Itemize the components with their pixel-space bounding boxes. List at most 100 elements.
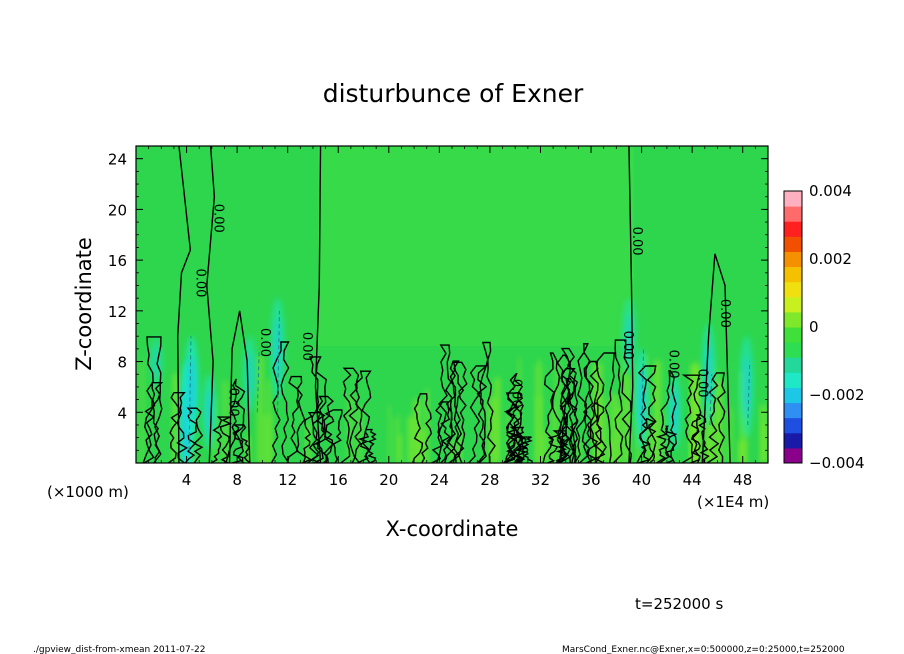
field-upper-band [318,146,634,346]
x-tick-label: 36 [581,471,600,489]
colorbar-tick-label: 0.002 [809,250,852,268]
field-streak [614,418,618,463]
contour-line [210,416,233,463]
contour-line [184,407,204,463]
y-tick-label: 20 [108,201,127,219]
field-streak [457,432,462,463]
colorbar-frame [783,190,803,464]
field-streak [413,399,422,463]
field-negative-core [152,346,160,377]
contour-line [143,382,164,463]
y-axis-label: Z-coordinate [72,237,96,371]
chart-title: disturbunce of Exner [323,79,584,108]
colorbar: 0.004 0.002 0 −0.002 −0.004 [783,182,865,472]
x-tick-label: 44 [683,471,702,489]
field-negative-core [625,313,633,360]
contour-line [443,360,465,463]
contour-label: 0.00 [717,299,732,328]
field-streak [705,401,713,463]
contour-line [322,409,343,463]
contour-label: 0.00 [210,204,225,233]
colorbar-segment [784,447,802,464]
colorbar-segment [784,402,802,419]
colorbar-segment [784,417,802,434]
contour-line [574,343,594,463]
negative-contour [256,348,260,413]
contour-layer [142,146,751,463]
colorbar-segment [784,251,802,268]
colorbar-tick-label: 0 [809,318,819,336]
x-unit-label: (×1E4 m) [697,493,769,511]
contour-line [701,253,731,463]
x-tick-label: 32 [531,471,550,489]
contour-line [628,146,634,463]
colorbar-segment [784,327,802,343]
field-streak [662,413,667,463]
colorbar-segments [784,191,802,464]
contour-line [177,146,192,463]
x-axis-label: X-coordinate [386,517,519,541]
field-streak [621,357,627,463]
x-tick-label: 24 [430,471,449,489]
field-streak [393,417,398,463]
contour-line [555,354,575,463]
colorbar-segment [784,311,802,328]
contour-line [286,375,307,463]
contour-line [340,367,361,463]
colorbar-ticks: 0.004 0.002 0 −0.002 −0.004 [809,182,865,472]
contour-line [659,370,677,463]
field-streak [140,360,145,463]
colorbar-segment [784,372,802,388]
colorbar-segment [784,387,802,404]
contour-line [436,344,457,463]
contour-line [547,430,569,463]
y-tick-label: 4 [117,404,127,422]
negative-contour [709,374,713,425]
contour-line [706,372,726,463]
y-tick-label: 16 [108,252,127,270]
contour-line [503,392,524,463]
colorbar-segment [784,296,802,313]
contour-line [637,418,657,463]
field-streak [357,406,363,463]
x-tick-label: 4 [182,471,192,489]
contour-line [314,146,322,463]
field-streak [716,381,723,463]
x-tick-label: 8 [232,471,242,489]
field-streak [306,422,311,463]
colorbar-segment [784,342,802,358]
contour-line [351,370,372,463]
footer-left: ./gpview_dist-from-xmean 2011-07-22 [33,645,205,654]
x-tick-label: 20 [379,471,398,489]
colorbar-tick-label: −0.002 [809,386,865,404]
x-tick-label: 12 [278,471,297,489]
negative-contour [188,336,192,451]
contour-label: 0.00 [665,350,680,379]
field-streak [534,364,543,463]
colorbar-segment [784,266,802,283]
colorbar-segment [784,281,802,298]
field-negative-core [638,369,646,431]
contour-label-layer: 0.00 0.00 0.00 0.00 0.00 0.00 0.00 0.00 0.00 0.00… [193,204,733,417]
contour-line [231,424,251,463]
field-streak [594,363,603,463]
field-streak [387,405,391,463]
colorbar-tick-label: −0.004 [809,454,865,472]
x-tick-label: 16 [329,471,348,489]
field-streak [425,389,429,463]
contour-line [542,352,563,463]
y-tick-label: 8 [117,354,127,372]
colorbar-segment [784,432,802,449]
field-streak [617,405,622,463]
contour-line [313,395,335,463]
footer-right: MarsCond_Exner.nc@Exner,x=0:500000,z=0:2… [562,645,845,654]
contour-label: 0.00 [299,332,314,361]
contour-line [504,373,524,463]
field-streak [487,399,495,463]
contour-label: 0.00 [193,268,208,297]
contour-label: 0.00 [620,331,635,360]
contour-label: 0.00 [257,328,272,357]
contour-line [468,365,489,463]
field-streak [760,404,767,463]
field-streak [506,411,511,463]
